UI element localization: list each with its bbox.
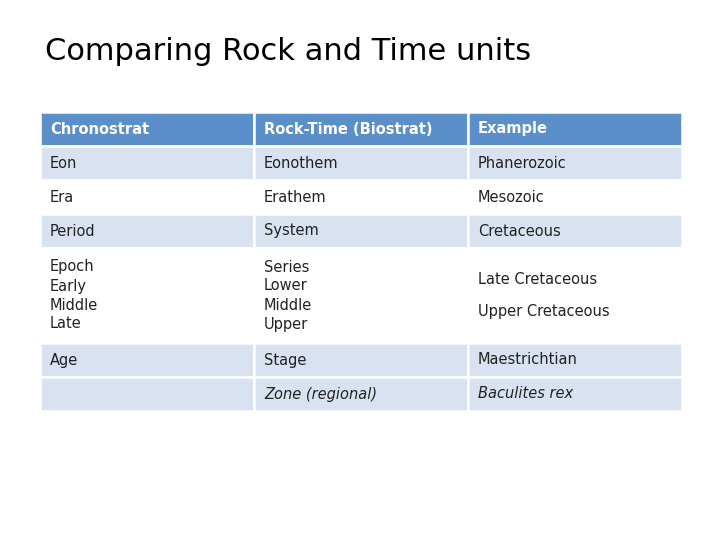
Bar [468,112,682,146]
Bar [254,146,468,180]
Bar [468,146,682,180]
Bar [254,112,468,146]
Bar [40,146,254,180]
Text: Chronostrat: Chronostrat [50,122,149,137]
Text: Period: Period [50,224,96,239]
Text: Series: Series [264,260,310,274]
Text: Rock-Time (Biostrat): Rock-Time (Biostrat) [264,122,433,137]
Bar [40,248,254,343]
Text: Zone (regional): Zone (regional) [264,387,377,402]
Text: Phanerozoic: Phanerozoic [478,156,567,171]
Bar [468,343,682,377]
Bar [468,180,682,214]
Bar [254,214,468,248]
Text: Baculites rex: Baculites rex [478,387,573,402]
Text: Upper: Upper [264,316,308,332]
Text: Stage: Stage [264,353,307,368]
Text: Eonothem: Eonothem [264,156,338,171]
Bar [40,112,254,146]
Bar [468,214,682,248]
Bar [254,343,468,377]
Text: Mesozoic: Mesozoic [478,190,545,205]
Text: Lower: Lower [264,279,307,294]
Bar [254,377,468,411]
Bar [468,377,682,411]
Text: Late: Late [50,316,82,332]
Bar [40,214,254,248]
Text: Middle: Middle [264,298,312,313]
Text: Example: Example [478,122,548,137]
Text: Maestrichtian: Maestrichtian [478,353,578,368]
Text: Eon: Eon [50,156,77,171]
Bar [40,377,254,411]
Bar [40,343,254,377]
Text: Early: Early [50,279,87,294]
Text: Upper Cretaceous: Upper Cretaceous [478,304,610,319]
Text: Epoch: Epoch [50,260,94,274]
Text: Comparing Rock and Time units: Comparing Rock and Time units [45,37,531,66]
Text: Age: Age [50,353,78,368]
Bar [254,248,468,343]
Text: Cretaceous: Cretaceous [478,224,561,239]
Bar [40,180,254,214]
Bar [254,180,468,214]
Bar [468,248,682,343]
Text: Middle: Middle [50,298,98,313]
Text: System: System [264,224,319,239]
Text: Era: Era [50,190,74,205]
Text: Erathem: Erathem [264,190,327,205]
Text: Late Cretaceous: Late Cretaceous [478,272,597,287]
